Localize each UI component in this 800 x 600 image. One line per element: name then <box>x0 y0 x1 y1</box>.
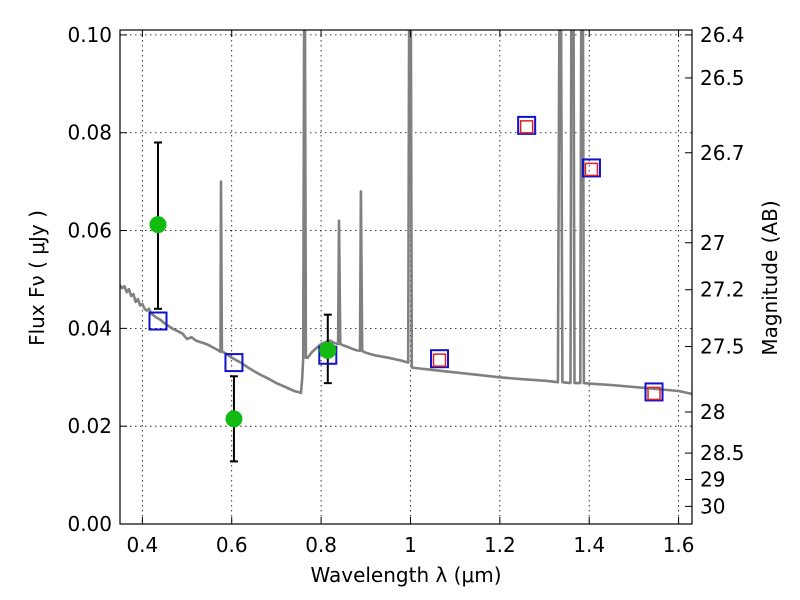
model-photometry-square <box>517 115 537 135</box>
grid-lines <box>120 30 692 525</box>
right-axis-label: Magnitude (AB) <box>758 200 782 355</box>
mag-tick-label: 27 <box>700 231 725 255</box>
observed-point <box>225 410 243 428</box>
y-tick-label: 0.02 <box>67 414 112 438</box>
x-tick-label: 0.4 <box>126 533 158 557</box>
observed-point <box>319 341 337 359</box>
y-tick-label: 0.00 <box>67 512 112 536</box>
inner-photometry-square <box>432 353 447 367</box>
y-tick-label: 0.08 <box>67 121 112 145</box>
inner-photometry-square <box>584 162 599 177</box>
y-tick-label: 0.10 <box>67 23 112 47</box>
x-tick-label: 1.6 <box>663 533 695 557</box>
x-tick-label: 0.6 <box>216 533 248 557</box>
plot-frame <box>119 29 693 525</box>
mag-tick-label: 30 <box>700 494 725 518</box>
mag-tick-label: 27.2 <box>700 278 745 302</box>
mag-tick-label: 26.7 <box>700 141 745 165</box>
observed-point <box>149 216 167 234</box>
mag-tick-label: 28.5 <box>700 441 745 465</box>
model-photometry-square <box>148 311 168 331</box>
x-tick-label: 1.2 <box>484 533 516 557</box>
mag-tick-label: 29 <box>700 467 725 491</box>
y-axis-label: Flux Fν ( μJy ) <box>25 210 49 346</box>
y-tick-label: 0.06 <box>67 219 112 243</box>
inner-photometry-square <box>647 386 661 401</box>
x-tick-label: 1 <box>404 533 417 557</box>
mag-tick-label: 26.4 <box>700 23 745 47</box>
mag-tick-label: 27.5 <box>700 334 745 358</box>
model-photometry-square <box>644 382 664 402</box>
model-photometry-square <box>430 349 450 369</box>
model-spectrum-line <box>120 30 692 396</box>
y-tick-label: 0.04 <box>67 316 112 340</box>
axis-ticks: 0.4 0.6 0.8 1 1.2 1.4 1.6 0.00 0.02 0.04 0.06 0.08 0… <box>67 23 744 557</box>
inner-photometry-square <box>519 120 534 134</box>
data-points <box>148 115 664 428</box>
x-tick-label: 0.8 <box>305 533 337 557</box>
x-tick-label: 1.4 <box>573 533 605 557</box>
mag-tick-label: 26.5 <box>700 66 745 90</box>
model-photometry-square <box>581 158 601 178</box>
model-spectrum <box>120 30 692 396</box>
mag-tick-label: 28 <box>700 400 725 424</box>
model-photometry-square <box>224 353 244 373</box>
x-axis-label: Wavelength λ (μm) <box>310 563 501 587</box>
